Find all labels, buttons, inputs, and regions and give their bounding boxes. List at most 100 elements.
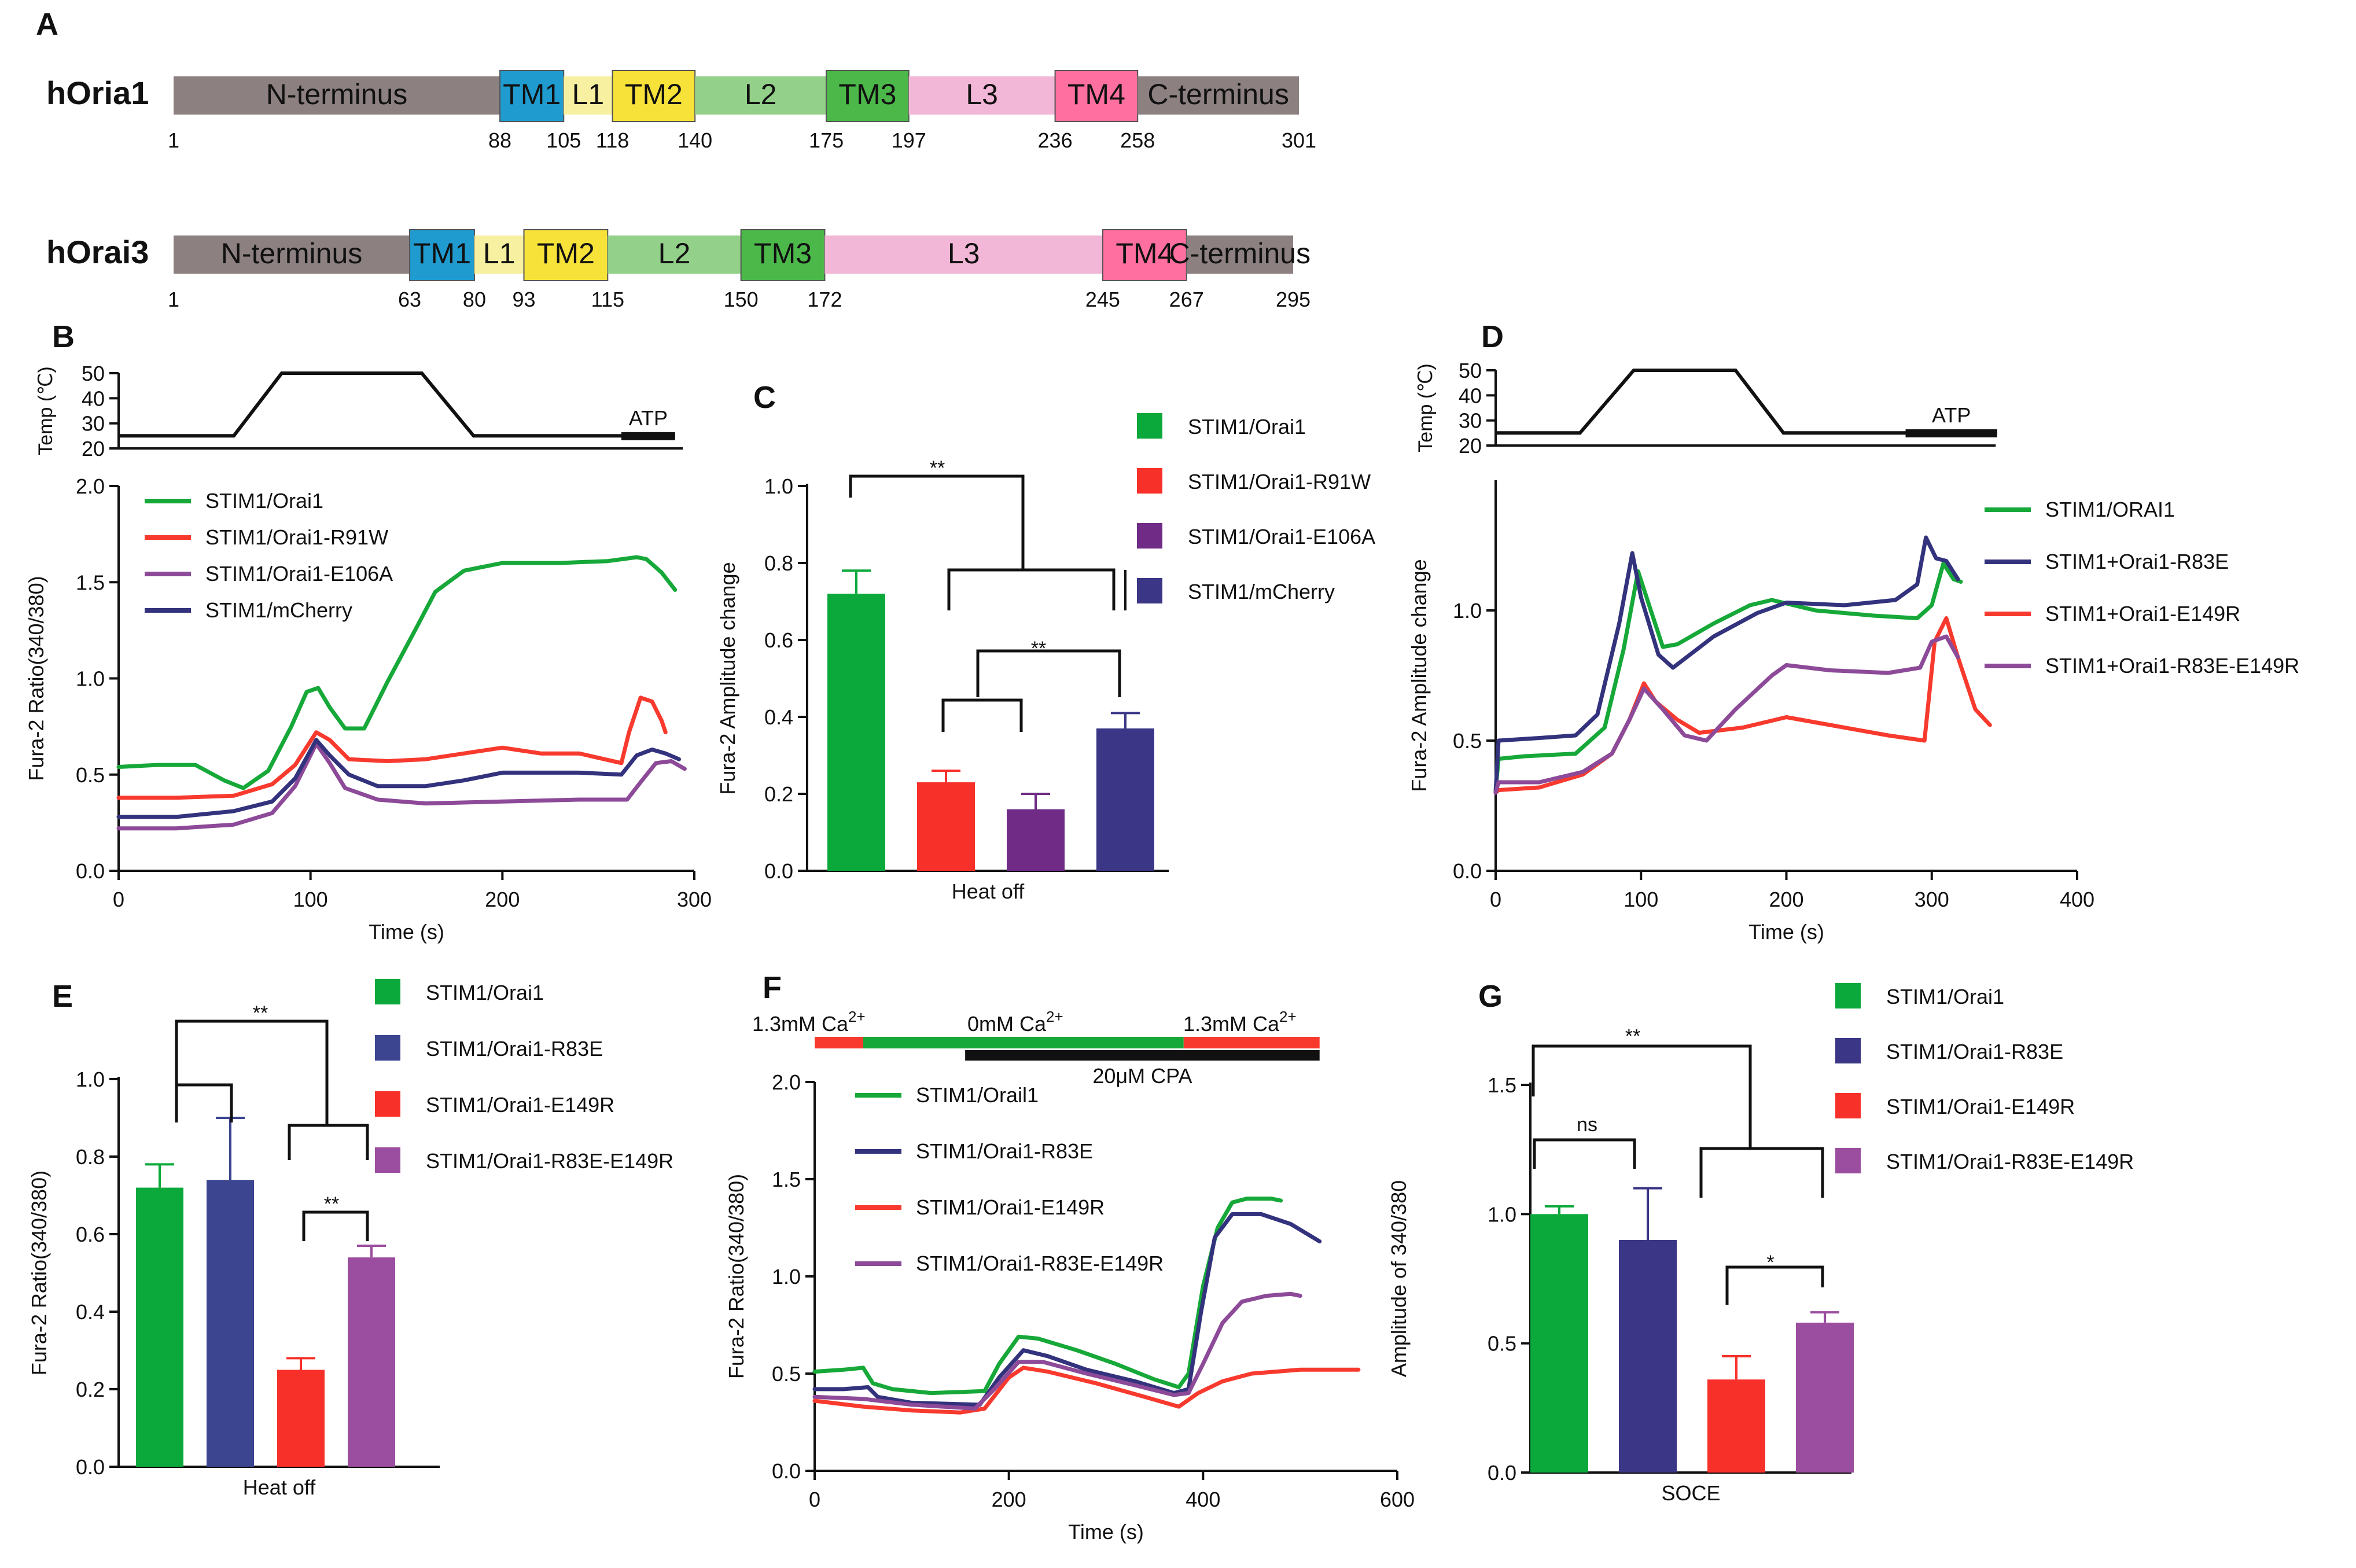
x-tick-label: 100 bbox=[1624, 888, 1658, 911]
significance-label: ns bbox=[1577, 1114, 1597, 1136]
temperature-trace bbox=[119, 371, 675, 438]
legend-label: STIM1/Orai1-R83E-E149R bbox=[916, 1252, 1164, 1275]
x-tick-label: 400 bbox=[2060, 888, 2094, 911]
legend-label: STIM1+Orai1-R83E bbox=[2045, 550, 2229, 573]
significance-label: ** bbox=[1031, 638, 1046, 660]
y-tick-label: 0.8 bbox=[76, 1145, 105, 1169]
y-tick-label: 1.5 bbox=[76, 570, 105, 594]
temp-tick-label: 30 bbox=[1459, 409, 1482, 433]
legend-label: STIM1/mCherry bbox=[205, 598, 352, 622]
x-tick-label: 300 bbox=[677, 888, 712, 911]
y-tick-label: 1.5 bbox=[772, 1168, 801, 1191]
significance-bracket bbox=[288, 1124, 369, 1160]
legend-swatch bbox=[1137, 523, 1162, 549]
bar bbox=[348, 1257, 395, 1467]
y-tick-label: 0.6 bbox=[764, 628, 793, 652]
residue-position: 295 bbox=[1276, 288, 1310, 311]
domain-label: TM1 bbox=[413, 237, 471, 270]
y-tick-label: 0.5 bbox=[1453, 729, 1482, 753]
bar bbox=[1707, 1379, 1765, 1473]
y-tick-label: 0.0 bbox=[76, 859, 105, 883]
y-tick-label: 1.0 bbox=[772, 1265, 801, 1289]
domain-label: C-terminus bbox=[1169, 237, 1310, 270]
legend-label: STIM1/mCherry bbox=[1188, 580, 1335, 603]
x-tick-label: 200 bbox=[992, 1488, 1026, 1511]
calcium-label: 1.3mM Ca2+ bbox=[752, 1008, 866, 1036]
temp-tick-label: 30 bbox=[82, 412, 105, 436]
series-line bbox=[812, 1197, 1283, 1396]
legend-label: STIM1/Orai1-R83E bbox=[426, 1037, 603, 1061]
x-tick-label: 300 bbox=[1915, 888, 1949, 911]
legend-label: STIM1/Orai1 bbox=[205, 489, 323, 513]
series-line bbox=[1493, 634, 1960, 795]
series-line bbox=[1493, 561, 1963, 792]
y-tick-label: 0.0 bbox=[1453, 859, 1482, 883]
legend-label: STIM1/Orai1-R83E-E149R bbox=[1886, 1150, 2134, 1173]
significance-bracket bbox=[976, 649, 1121, 697]
agonist-label: ATP bbox=[629, 406, 668, 430]
residue-position: 105 bbox=[546, 128, 581, 152]
domain-label: TM2 bbox=[537, 237, 595, 270]
domain-label: L1 bbox=[483, 237, 516, 270]
y-axis-label: Fura-2 Ratio(340/380) bbox=[24, 576, 48, 781]
x-tick-label: 200 bbox=[1769, 888, 1803, 911]
y-tick-label: 0.2 bbox=[76, 1378, 105, 1401]
bar bbox=[1619, 1240, 1677, 1473]
y-tick-label: 0.4 bbox=[764, 705, 793, 729]
series-line bbox=[1493, 616, 1992, 795]
domain-segment-l3 bbox=[908, 76, 1055, 115]
legend-label: STIM1/Orail1 bbox=[916, 1083, 1039, 1107]
calcium-bar bbox=[863, 1037, 1184, 1048]
legend-label: STIM1/Orai1 bbox=[1188, 415, 1306, 439]
y-tick-label: 0.0 bbox=[1488, 1461, 1516, 1485]
legend-label: STIM1/Orai1-E106A bbox=[1188, 525, 1375, 549]
y-tick-label: 1.0 bbox=[764, 474, 793, 498]
x-axis-label: SOCE bbox=[1661, 1481, 1720, 1505]
legend-label: STIM1/Orai1-R91W bbox=[205, 525, 388, 549]
legend-swatch bbox=[1137, 578, 1162, 603]
x-tick-label: 600 bbox=[1380, 1488, 1415, 1511]
residue-position: 118 bbox=[596, 128, 629, 152]
domain-label: N-terminus bbox=[266, 78, 407, 111]
y-tick-label: 0.8 bbox=[764, 551, 793, 575]
bar bbox=[827, 594, 885, 871]
significance-bracket bbox=[941, 698, 1023, 732]
significance-bracket bbox=[175, 1083, 233, 1122]
residue-position: 80 bbox=[463, 288, 486, 311]
temp-tick-label: 40 bbox=[82, 387, 105, 410]
protein-name: hOria1 bbox=[46, 75, 149, 111]
y-tick-label: 1.0 bbox=[76, 667, 105, 691]
x-tick-label: 0 bbox=[113, 888, 124, 911]
y-tick-label: 0.0 bbox=[772, 1459, 801, 1483]
panel-label-c: C bbox=[753, 380, 776, 415]
domain-label: C-terminus bbox=[1147, 78, 1289, 111]
domain-segment-l1 bbox=[474, 235, 524, 274]
significance-label: ** bbox=[1625, 1025, 1640, 1047]
legend-swatch bbox=[1835, 1093, 1861, 1118]
bar bbox=[1096, 728, 1154, 871]
y-tick-label: 0.4 bbox=[76, 1300, 105, 1324]
legend-label: STIM1/Orai1-R83E-E149R bbox=[426, 1149, 673, 1173]
agonist-bar bbox=[621, 432, 675, 440]
legend-swatch bbox=[1835, 1148, 1861, 1173]
y-tick-label: 0.2 bbox=[764, 782, 793, 806]
legend-label: STIM1/Orai1-R83E bbox=[1886, 1040, 2063, 1063]
domain-segment-tm3 bbox=[740, 229, 826, 281]
residue-position: 197 bbox=[892, 128, 926, 152]
series-line bbox=[812, 1212, 1322, 1407]
panel-label-a: A bbox=[36, 7, 58, 42]
residue-position: 258 bbox=[1120, 128, 1155, 152]
legend-label: STIM1/Orai1-E106A bbox=[205, 562, 393, 586]
legend-label: STIM1/Orai1 bbox=[426, 981, 544, 1004]
cpa-label: 20μM CPA bbox=[1092, 1064, 1192, 1088]
y-tick-label: 2.0 bbox=[76, 474, 105, 498]
bar bbox=[207, 1180, 254, 1467]
residue-position: 150 bbox=[724, 288, 759, 311]
significance-bracket bbox=[849, 474, 1025, 570]
legend-label: STIM1/Orai1-E149R bbox=[1886, 1095, 2075, 1118]
legend-label: STIM1/Orai1-E149R bbox=[426, 1093, 614, 1117]
residue-position: 88 bbox=[488, 128, 511, 152]
significance-bracket bbox=[1699, 1147, 1824, 1198]
legend-swatch bbox=[1137, 468, 1162, 494]
domain-label: L2 bbox=[658, 237, 691, 270]
